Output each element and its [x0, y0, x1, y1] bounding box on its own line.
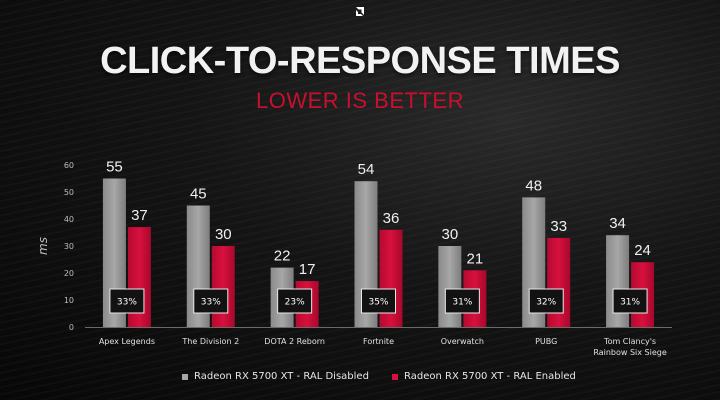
improvement-label: 23%: [285, 298, 305, 308]
legend: Radeon RX 5700 XT - RAL Disabled Radeon …: [0, 371, 720, 385]
y-tick-label: 40: [64, 215, 74, 224]
y-tick-label: 60: [64, 161, 74, 170]
data-label-disabled: 45: [190, 186, 207, 203]
data-label-enabled: 30: [215, 226, 232, 243]
legend-label-disabled: Radeon RX 5700 XT - RAL Disabled: [194, 371, 369, 382]
data-label-enabled: 37: [131, 207, 148, 224]
improvement-badge: [277, 288, 313, 314]
y-tick-label: 30: [64, 242, 74, 251]
x-tick-label: Rainbow Six Siege: [593, 348, 667, 357]
improvement-label: 31%: [620, 298, 640, 308]
x-tick-label: The Division 2: [181, 337, 239, 346]
improvement-badge: [528, 288, 564, 314]
improvement-label: 31%: [452, 298, 472, 308]
data-label-disabled: 54: [358, 161, 375, 178]
data-label-disabled: 34: [609, 215, 626, 232]
improvement-badge: [444, 288, 480, 314]
data-label-disabled: 55: [106, 159, 123, 176]
improvement-label: 35%: [368, 298, 388, 308]
x-tick-label: Overwatch: [441, 337, 484, 346]
data-label-disabled: 22: [274, 248, 291, 265]
data-label-enabled: 17: [299, 261, 316, 278]
chart-subtitle: LOWER IS BETTER: [256, 88, 464, 113]
y-tick-label: 50: [64, 188, 74, 197]
improvement-badge: [612, 288, 648, 314]
y-tick-label: 0: [69, 323, 74, 332]
y-tick-label: 10: [64, 296, 74, 305]
data-label-enabled: 24: [634, 242, 651, 259]
data-label-disabled: 30: [442, 226, 459, 243]
legend-swatch-enabled: [392, 373, 398, 380]
legend-label-enabled: Radeon RX 5700 XT - RAL Enabled: [404, 371, 576, 382]
x-tick-label: Fortnite: [363, 337, 394, 346]
data-label-enabled: 21: [467, 250, 484, 267]
bar-ral-enabled: [211, 246, 235, 327]
y-tick-label: 20: [64, 269, 74, 278]
legend-item-enabled: Radeon RX 5700 XT - RAL Enabled: [392, 371, 576, 382]
legend-item-disabled: Radeon RX 5700 XT - RAL Disabled: [182, 371, 369, 382]
bar-ral-enabled: [547, 237, 571, 327]
improvement-badge: [109, 288, 145, 314]
amd-logo-icon: [356, 7, 364, 16]
improvement-label: 33%: [117, 298, 137, 308]
chart-title: CLICK-TO-RESPONSE TIMES: [100, 40, 620, 82]
legend-swatch-disabled: [182, 373, 188, 380]
improvement-label: 33%: [201, 298, 221, 308]
y-axis-label: ms: [36, 237, 50, 255]
improvement-badge: [193, 288, 229, 314]
data-label-disabled: 48: [525, 177, 542, 194]
x-tick-label: Tom Clancy's: [603, 337, 656, 346]
improvement-badge: [361, 288, 396, 314]
improvement-label: 32%: [536, 298, 556, 308]
data-label-enabled: 33: [550, 218, 567, 235]
x-tick-label: Apex Legends: [99, 337, 155, 346]
bar-ral-disabled: [438, 246, 462, 327]
data-label-enabled: 36: [383, 210, 400, 227]
x-tick-label: DOTA 2 Reborn: [264, 337, 325, 346]
x-tick-label: PUBG: [535, 337, 557, 346]
